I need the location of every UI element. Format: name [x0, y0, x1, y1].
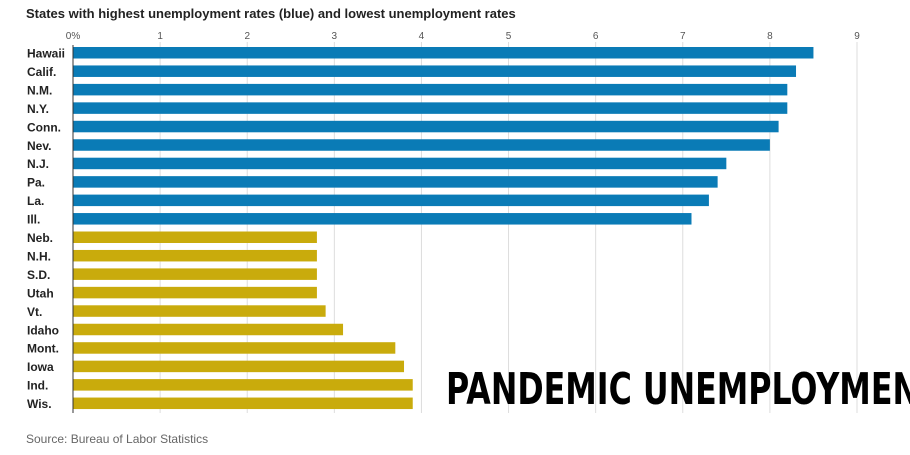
bar-s-d — [73, 268, 317, 280]
x-axis-ticks: 0% 1 2 3 4 5 6 7 8 9 — [66, 31, 860, 42]
bar-n-m — [73, 83, 788, 96]
category-label: N.Y. — [27, 102, 49, 116]
bar-utah — [73, 286, 317, 299]
category-label: La. — [27, 194, 44, 208]
x-tick-label: 9 — [854, 31, 860, 42]
category-labels: Hawaii Calif. N.M. N.Y. Conn. Nev. N.J. Pa. La. I… — [27, 47, 65, 412]
bar-idaho — [73, 323, 344, 336]
category-label: N.J. — [27, 157, 49, 171]
overlay-caption: PANDEMIC UNEMPLOYMENT — [446, 364, 910, 415]
category-label: Conn. — [27, 120, 61, 134]
bar-pa — [73, 176, 718, 188]
category-label: Ill. — [27, 213, 40, 227]
x-tick-label: 4 — [419, 31, 425, 42]
chart-title: States with highest unemployment rates (… — [26, 6, 516, 21]
category-label: Nev. — [27, 139, 51, 153]
category-label: Ind. — [27, 379, 48, 393]
source-note: Source: Bureau of Labor Statistics — [26, 432, 209, 446]
bar-vt — [73, 305, 326, 317]
category-label: Calif. — [27, 65, 56, 79]
bar-wis — [73, 397, 413, 410]
x-tick-label: 1 — [157, 31, 163, 42]
bar-hawaii — [73, 47, 814, 59]
x-tick-label: 2 — [244, 31, 250, 42]
category-label: N.H. — [27, 249, 51, 263]
category-label: Idaho — [27, 323, 59, 337]
x-tick-label: 8 — [767, 31, 773, 42]
bar-nev — [73, 139, 770, 151]
category-label: Pa. — [27, 176, 45, 190]
category-label: Utah — [27, 286, 54, 300]
x-tick-label: 0% — [66, 31, 81, 42]
category-label: Hawaii — [27, 47, 65, 61]
bar-iowa — [73, 360, 405, 373]
bars — [73, 47, 814, 410]
bar-conn — [73, 120, 779, 133]
x-tick-label: 3 — [332, 31, 338, 42]
bar-ind — [73, 379, 413, 391]
bar-mont — [73, 342, 396, 354]
bar-n-h — [73, 249, 317, 262]
category-label: Wis. — [27, 397, 52, 411]
bar-la — [73, 194, 709, 207]
category-label: Iowa — [27, 360, 54, 374]
bar-calif — [73, 65, 797, 77]
bar-n-j — [73, 157, 727, 170]
x-tick-label: 5 — [506, 31, 512, 42]
category-label: Neb. — [27, 231, 53, 245]
category-label: S.D. — [27, 268, 50, 282]
bar-neb — [73, 231, 317, 243]
category-label: Mont. — [27, 342, 59, 356]
category-label: Vt. — [27, 305, 42, 319]
bar-n-y — [73, 102, 788, 114]
x-tick-label: 7 — [680, 31, 686, 42]
x-tick-label: 6 — [593, 31, 599, 42]
category-label: N.M. — [27, 83, 52, 97]
gridlines — [159, 42, 858, 413]
bar-ill — [73, 213, 692, 225]
